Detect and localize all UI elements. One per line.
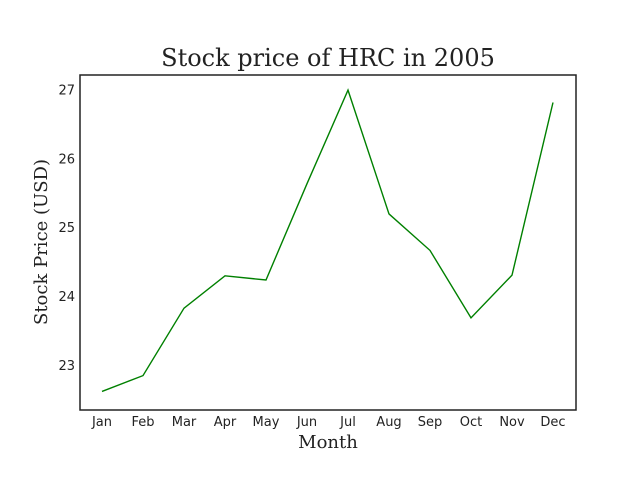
x-tick-label: Jul xyxy=(339,415,356,430)
x-axis-label: Month xyxy=(298,432,358,453)
chart-title: Stock price of HRC in 2005 xyxy=(161,44,495,72)
x-tick-label: Nov xyxy=(499,415,525,430)
y-tick-label: 24 xyxy=(58,290,75,305)
x-tick-label: Sep xyxy=(418,415,443,430)
x-tick-label: Jun xyxy=(296,415,317,430)
x-tick-label: Aug xyxy=(376,415,401,430)
x-tick-label: Jan xyxy=(91,415,112,430)
series-line xyxy=(101,88,554,393)
y-tick-label: 27 xyxy=(58,84,75,99)
series-layer xyxy=(101,88,554,393)
y-tick-label: 23 xyxy=(58,359,75,374)
x-tick-label: Mar xyxy=(172,415,197,430)
plot-area-frame xyxy=(79,74,577,411)
x-axis-ticks: Jan Feb Mar Apr May Jun Jul Aug Sep Oct Nov Dec xyxy=(91,415,566,430)
y-axis-label: Stock Price (USD) xyxy=(31,159,52,325)
y-tick-label: 26 xyxy=(58,152,75,167)
x-tick-label: Feb xyxy=(131,415,154,430)
x-tick-label: Oct xyxy=(460,415,482,430)
y-axis-ticks: 23 24 25 26 27 xyxy=(58,84,75,374)
x-tick-label: Dec xyxy=(540,415,565,430)
x-tick-label: May xyxy=(253,415,280,430)
x-tick-label: Apr xyxy=(214,415,237,430)
y-tick-label: 25 xyxy=(58,221,75,236)
